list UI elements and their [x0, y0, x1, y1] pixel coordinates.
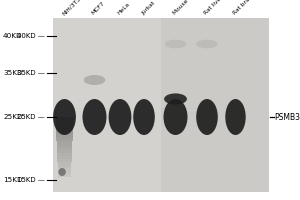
- Text: Rat brain: Rat brain: [232, 0, 254, 16]
- Ellipse shape: [109, 99, 131, 135]
- Text: 40KD: 40KD: [3, 33, 22, 39]
- Bar: [57, 156, 72, 159]
- Text: Mouse brain: Mouse brain: [172, 0, 201, 16]
- Text: 35KD: 35KD: [3, 70, 22, 76]
- Ellipse shape: [164, 99, 188, 135]
- Ellipse shape: [58, 168, 66, 176]
- Text: HeLa: HeLa: [116, 2, 131, 16]
- Bar: [57, 147, 72, 150]
- Text: Rat liver: Rat liver: [203, 0, 224, 16]
- Ellipse shape: [84, 75, 105, 85]
- Ellipse shape: [196, 99, 218, 135]
- Ellipse shape: [165, 40, 186, 48]
- Text: NIH/3T3: NIH/3T3: [61, 0, 81, 16]
- Bar: [57, 144, 72, 147]
- Bar: [56, 126, 73, 129]
- Ellipse shape: [225, 99, 246, 135]
- Bar: [56, 138, 73, 141]
- Bar: [57, 153, 72, 156]
- Text: 15KD —: 15KD —: [17, 177, 45, 183]
- Bar: [58, 168, 71, 171]
- Bar: [160, 18, 268, 192]
- Ellipse shape: [164, 93, 187, 105]
- Ellipse shape: [53, 99, 76, 135]
- Text: 15KD: 15KD: [3, 177, 22, 183]
- Bar: [56, 123, 73, 126]
- Bar: [56, 132, 73, 135]
- Bar: [58, 159, 71, 162]
- Bar: [57, 141, 72, 144]
- Bar: [58, 174, 71, 177]
- Text: MCF7: MCF7: [91, 1, 106, 16]
- Text: Jurkat: Jurkat: [140, 0, 156, 16]
- Bar: [58, 162, 71, 165]
- Bar: [58, 165, 71, 168]
- Bar: [56, 135, 73, 138]
- Ellipse shape: [196, 40, 218, 48]
- Text: PSMB3: PSMB3: [274, 112, 300, 121]
- Ellipse shape: [82, 99, 106, 135]
- Bar: [57, 150, 72, 153]
- Bar: [56, 117, 74, 120]
- Text: 25KD: 25KD: [3, 114, 22, 120]
- Text: 35KD —: 35KD —: [17, 70, 45, 76]
- Bar: [56, 129, 73, 132]
- Text: 40KD —: 40KD —: [17, 33, 45, 39]
- Bar: [58, 171, 71, 174]
- Bar: [56, 120, 74, 123]
- Bar: [52, 18, 160, 192]
- Ellipse shape: [133, 99, 155, 135]
- Text: 25KD —: 25KD —: [17, 114, 45, 120]
